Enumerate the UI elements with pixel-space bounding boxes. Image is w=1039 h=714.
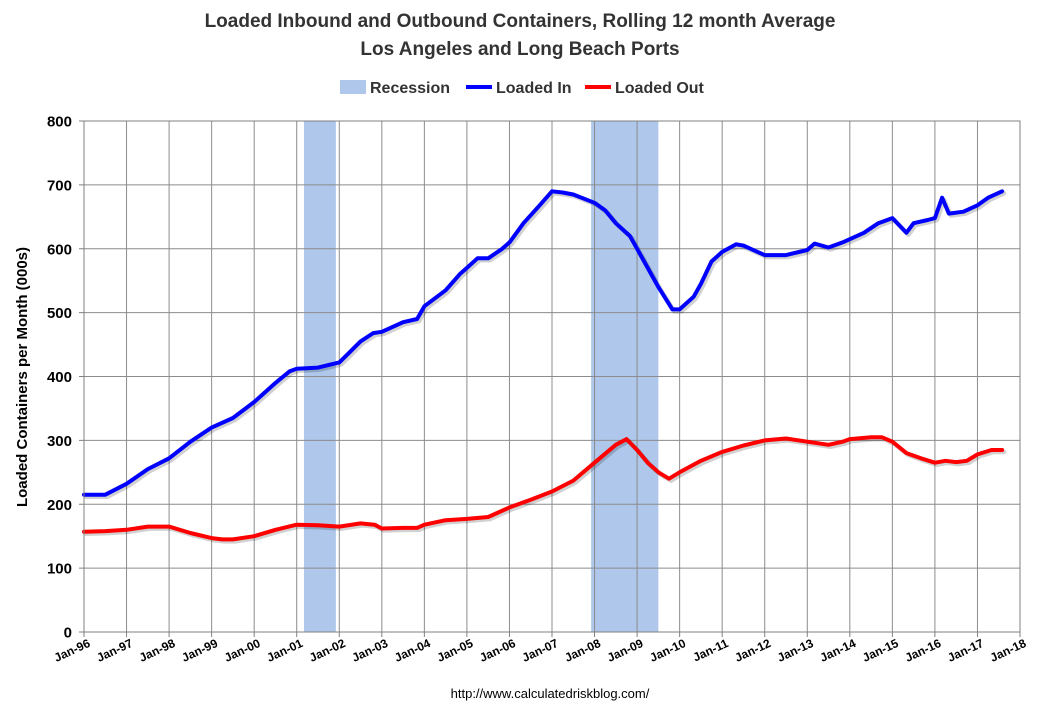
y-tick-label: 400 [47, 369, 72, 386]
x-tick-label: Jan-16 [903, 636, 944, 665]
x-tick-label: Jan-97 [94, 636, 135, 665]
x-tick-label: Jan-10 [648, 636, 689, 665]
legend: Recession Loaded In Loaded Out [340, 80, 705, 97]
x-tick-label: Jan-06 [477, 636, 518, 665]
y-tick-label: 600 [47, 241, 72, 258]
x-tick-label: Jan-11 [691, 636, 731, 665]
x-tick-label: Jan-04 [392, 636, 433, 665]
x-tick-label: Jan-02 [307, 636, 348, 665]
series-line-loaded-out [82, 435, 1005, 542]
y-tick-label: 100 [47, 561, 72, 578]
y-tick-label: 200 [47, 497, 72, 514]
legend-label: Loaded In [496, 80, 572, 97]
gridlines [84, 121, 1020, 632]
legend-label: Loaded Out [615, 80, 705, 97]
x-tick-label: Jan-15 [860, 636, 901, 665]
x-tick-label: Jan-05 [435, 636, 476, 665]
series-lines [82, 189, 1007, 544]
x-axis-ticks: Jan-96 Jan-97 Jan-98 Jan-99 Jan-00 Jan-01 Jan-… [52, 632, 1029, 665]
legend-swatch-recession [340, 80, 366, 94]
y-tick-label: 300 [47, 433, 72, 450]
series-line-loaded-in [82, 189, 1005, 497]
x-tick-label: Jan-08 [562, 636, 603, 665]
x-tick-label: Jan-99 [180, 636, 221, 665]
x-tick-label: Jan-03 [350, 636, 391, 665]
x-tick-label: Jan-17 [945, 636, 986, 665]
y-tick-label: 500 [47, 305, 72, 322]
x-tick-label: Jan-96 [52, 636, 93, 665]
y-tick-label: 800 [47, 114, 72, 131]
x-tick-label: Jan-12 [733, 636, 774, 665]
x-tick-label: Jan-09 [605, 636, 646, 665]
x-tick-label: Jan-98 [137, 636, 178, 665]
chart-title: Loaded Inbound and Outbound Containers, … [205, 11, 836, 32]
x-tick-label: Jan-13 [775, 636, 816, 665]
y-axis-label: Loaded Containers per Month (000s) [14, 247, 31, 507]
source-url: http://www.calculatedriskblog.com/ [451, 686, 650, 701]
y-axis-ticks: 0 100 200 300 400 500 600 700 800 [47, 114, 84, 642]
legend-label: Recession [370, 80, 450, 97]
x-tick-label: Jan-18 [988, 636, 1029, 665]
x-tick-label: Jan-07 [520, 636, 561, 665]
x-tick-label: Jan-14 [818, 636, 859, 665]
y-tick-label: 0 [64, 625, 72, 642]
chart-subtitle: Los Angeles and Long Beach Ports [360, 39, 679, 60]
x-tick-label: Jan-00 [222, 636, 263, 665]
plot-area [82, 120, 1021, 633]
x-tick-label: Jan-01 [265, 636, 306, 665]
y-tick-label: 700 [47, 177, 72, 194]
